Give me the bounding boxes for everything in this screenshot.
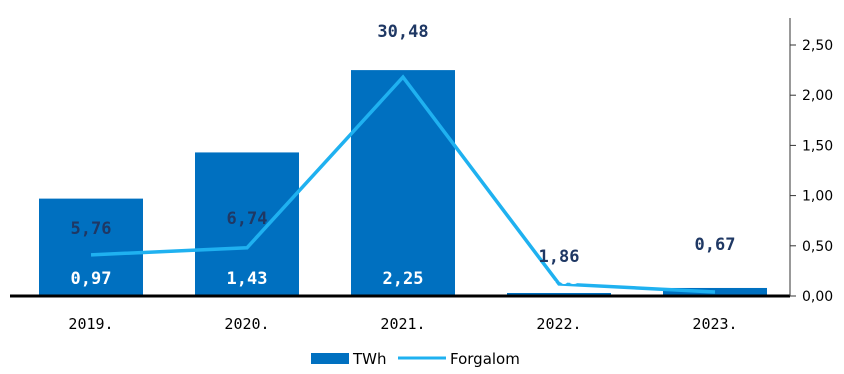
bar-value-label: 1,43 — [227, 269, 268, 289]
bar-2022 — [507, 292, 611, 296]
legend-label-forgalom: Forgalom — [450, 350, 520, 368]
y-tick-label: 0,00 — [802, 289, 833, 305]
y-tick-label: 2,50 — [802, 38, 833, 54]
bar-2020 — [195, 152, 299, 296]
y-axis: 0,00 0,50 1,00 1,50 2,00 2,50 — [789, 18, 833, 305]
line-value-label: 1,86 — [539, 247, 580, 267]
bar-series — [39, 70, 767, 296]
legend: TWh Forgalom — [311, 350, 520, 368]
line-series — [90, 74, 716, 294]
bar-2021 — [351, 70, 455, 296]
bar-value-label: 0,97 — [71, 269, 112, 289]
x-tick-label: 2021. — [380, 315, 425, 333]
x-axis: 2019. 2020. 2021. 2022. 2023. — [10, 294, 790, 333]
y-tick-label: 1,50 — [802, 138, 833, 154]
forgalom-line — [90, 74, 716, 294]
bar-value-label: 2,25 — [383, 269, 424, 289]
x-tick-label: 2023. — [692, 315, 737, 333]
line-value-label: 0,67 — [695, 235, 736, 255]
x-tick-label: 2020. — [224, 315, 269, 333]
y-tick-label: 1,00 — [802, 189, 833, 205]
legend-swatch-twh — [311, 353, 349, 364]
line-value-label: 5,76 — [71, 219, 112, 239]
data-labels: 0,97 1,43 2,25 0,03 5,76 6,74 30,48 1,86 0,67 — [71, 22, 736, 289]
line-value-label: 30,48 — [377, 22, 428, 42]
bar-value-label: 0,03 — [539, 269, 580, 289]
legend-label-twh: TWh — [352, 350, 387, 368]
x-tick-label: 2022. — [536, 315, 581, 333]
x-tick-label: 2019. — [68, 315, 113, 333]
bar-2019 — [39, 198, 143, 296]
line-value-label: 6,74 — [227, 209, 268, 229]
y-tick-label: 0,50 — [802, 239, 833, 255]
y-tick-label: 2,00 — [802, 88, 833, 104]
